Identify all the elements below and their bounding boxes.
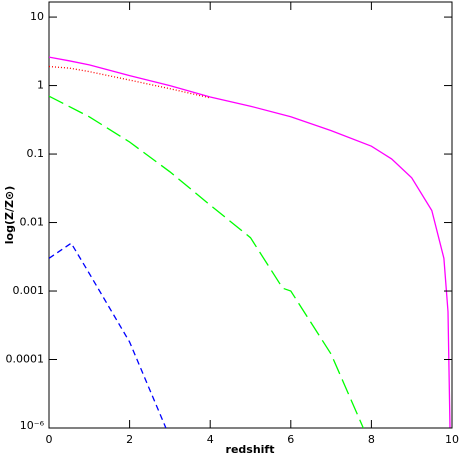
x-axis-label: redshift — [226, 443, 275, 456]
x-tick-label: 0 — [46, 433, 53, 446]
series-line — [49, 56, 451, 428]
series-line — [49, 95, 364, 428]
plot-frame — [48, 1, 453, 429]
series-line — [49, 65, 211, 99]
y-tick-label: 0.01 — [20, 216, 45, 229]
x-tick-label: 10 — [445, 433, 459, 446]
y-tick-label: 10⁻⁶ — [20, 419, 45, 432]
plot-area — [49, 56, 451, 428]
series-line — [49, 242, 167, 428]
x-tick-label: 2 — [126, 433, 133, 446]
y-axis-label: log(Z/Z⊙) — [3, 186, 16, 244]
y-tick-label: 0.0001 — [6, 353, 45, 366]
y-tick-label: 10 — [30, 10, 44, 23]
x-tick-label: 4 — [207, 433, 214, 446]
y-tick-label: 0.001 — [13, 284, 45, 297]
x-tick-label: 8 — [368, 433, 375, 446]
x-tick-label: 6 — [287, 433, 294, 446]
y-tick-label: 0.1 — [27, 147, 45, 160]
y-tick-label: 1 — [37, 79, 44, 92]
